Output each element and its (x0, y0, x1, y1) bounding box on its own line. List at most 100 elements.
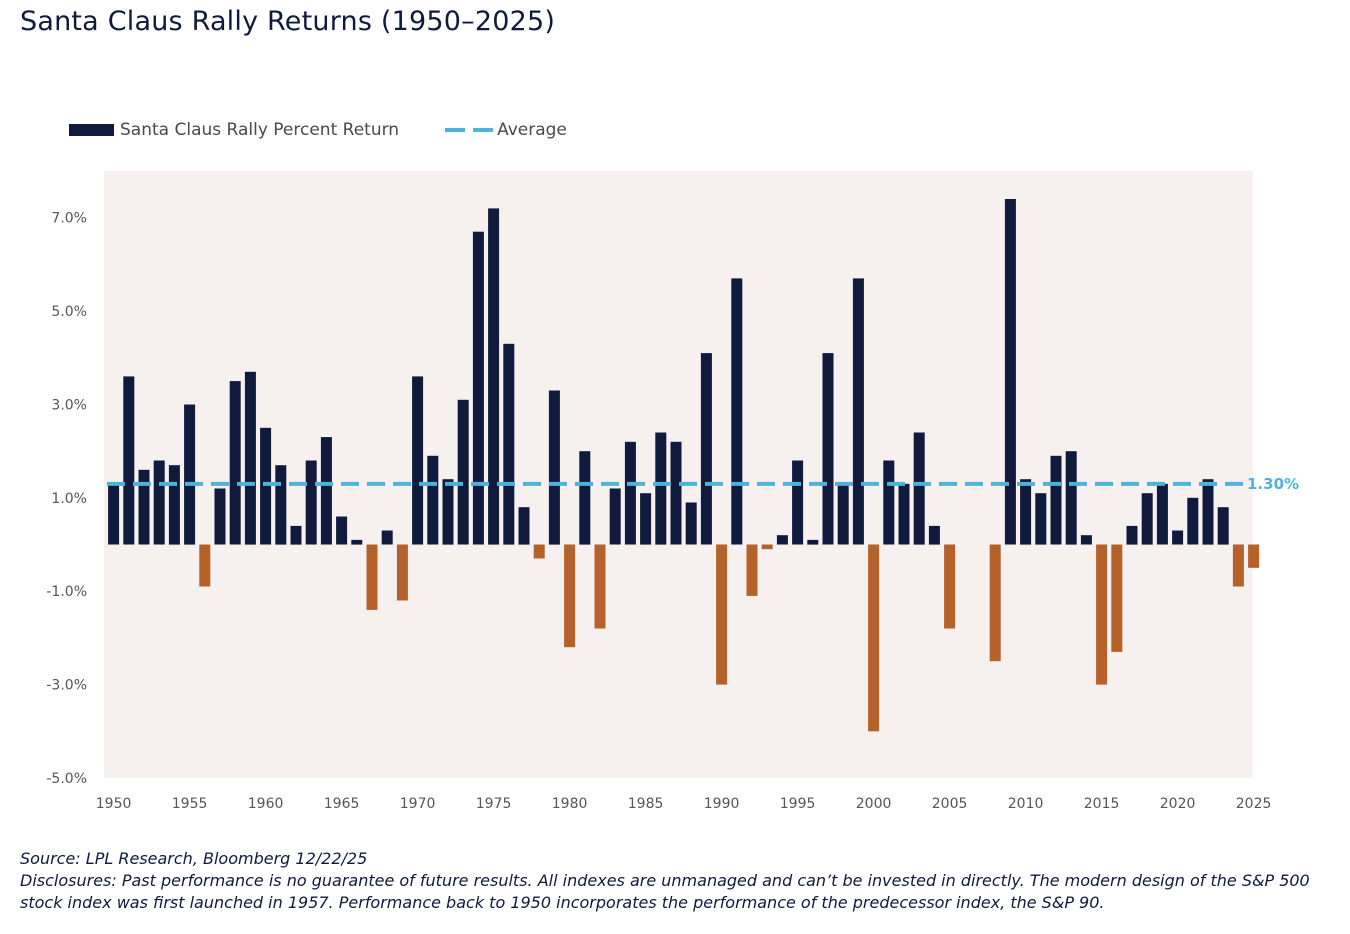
bar-1988 (685, 502, 697, 545)
bar-2016 (1111, 544, 1123, 652)
bar-1982 (594, 544, 606, 629)
bar-chart: -5.0% -3.0% -1.0% 1.0% 3.0% 5.0% 7.0% 1950 1955… (46, 171, 1299, 812)
chart-legend: Santa Claus Rally Percent Return Average (69, 120, 567, 140)
bar-1984 (624, 441, 636, 545)
x-tick-label: 1950 (96, 796, 132, 812)
x-tick-label: 2000 (856, 796, 892, 812)
bar-1986 (655, 432, 667, 545)
bar-2025 (1248, 544, 1260, 568)
bar-1997 (822, 353, 834, 545)
bar-2004 (928, 525, 940, 545)
chart-title: Santa Claus Rally Returns (1950–2025) (20, 6, 556, 37)
x-tick-label: 2025 (1236, 796, 1272, 812)
y-tick-label: 5.0% (51, 304, 87, 320)
bar-2015 (1096, 544, 1108, 685)
y-tick-label: 1.0% (51, 491, 87, 507)
bar-1979 (548, 390, 560, 545)
bar-1991 (731, 278, 743, 545)
y-tick-label: 3.0% (51, 397, 87, 413)
bar-1959 (244, 371, 256, 545)
x-tick-label: 1975 (476, 796, 512, 812)
bar-2013 (1065, 451, 1077, 545)
bar-1996 (807, 539, 819, 545)
source-note: Source: LPL Research, Bloomberg 12/22/25 (20, 849, 368, 868)
bar-2023 (1217, 507, 1229, 545)
bar-1965 (336, 516, 348, 545)
bar-1958 (229, 381, 241, 545)
bar-2012 (1050, 455, 1062, 545)
bar-1951 (123, 376, 135, 545)
bar-1974 (472, 231, 484, 545)
bar-2005 (944, 544, 956, 629)
legend-item-average: Average (399, 120, 567, 140)
x-tick-label: 1970 (400, 796, 436, 812)
x-tick-label: 2005 (932, 796, 968, 812)
bar-1966 (351, 539, 363, 545)
bar-1953 (153, 460, 165, 545)
x-tick-label: 1965 (324, 796, 360, 812)
bar-1998 (837, 483, 849, 545)
bar-1964 (320, 437, 332, 545)
bar-2001 (883, 460, 895, 545)
bar-1978 (533, 544, 545, 559)
bar-2018 (1141, 493, 1153, 545)
bar-1983 (609, 488, 621, 545)
bar-2009 (1004, 199, 1016, 545)
bar-1989 (700, 353, 712, 545)
bar-1954 (168, 465, 180, 545)
bar-1969 (396, 544, 408, 601)
bar-1987 (670, 441, 682, 545)
y-tick-label: -3.0% (46, 678, 87, 694)
y-tick-label: -1.0% (46, 584, 87, 600)
bar-1992 (746, 544, 758, 596)
x-tick-label: 2015 (1084, 796, 1120, 812)
bar-1975 (488, 208, 500, 545)
bar-2008 (989, 544, 1001, 662)
bar-1955 (184, 404, 196, 545)
x-tick-label: 1990 (704, 796, 740, 812)
bar-1990 (716, 544, 728, 685)
bar-2017 (1126, 525, 1138, 545)
x-axis: 1950 1955 1960 1965 1970 1975 1980 1985 1990 1995… (96, 796, 1272, 812)
bar-2002 (898, 483, 910, 545)
bar-1962 (290, 525, 302, 545)
bar-1973 (457, 399, 469, 545)
x-tick-label: 2010 (1008, 796, 1044, 812)
bar-1950 (108, 483, 120, 545)
y-tick-label: -5.0% (46, 771, 87, 787)
bar-1976 (503, 343, 515, 545)
bar-1960 (260, 427, 272, 545)
y-tick-label: 7.0% (51, 211, 87, 227)
x-tick-label: 1955 (172, 796, 208, 812)
legend-swatch-bar-icon (69, 124, 114, 136)
legend-label-average: Average (497, 120, 567, 140)
bar-1972 (442, 479, 454, 545)
legend-item-returns: Santa Claus Rally Percent Return (69, 120, 399, 140)
bar-1956 (199, 544, 211, 587)
bar-1994 (776, 535, 788, 545)
x-tick-label: 2020 (1160, 796, 1196, 812)
bar-1967 (366, 544, 378, 610)
average-line-group: 1.30% (107, 475, 1299, 493)
bar-2003 (913, 432, 925, 545)
x-tick-label: 1995 (780, 796, 816, 812)
bar-1985 (640, 493, 652, 545)
bar-1999 (852, 278, 864, 545)
x-tick-label: 1960 (248, 796, 284, 812)
bar-1971 (427, 455, 439, 545)
bar-1970 (412, 376, 424, 545)
bar-1995 (792, 460, 804, 545)
bar-2011 (1035, 493, 1047, 545)
bar-1957 (214, 488, 226, 545)
y-axis: -5.0% -3.0% -1.0% 1.0% 3.0% 5.0% 7.0% (46, 211, 87, 787)
bar-2014 (1080, 535, 1092, 545)
bar-1993 (761, 544, 773, 550)
legend-label-returns: Santa Claus Rally Percent Return (120, 120, 400, 140)
bar-2024 (1232, 544, 1244, 587)
bar-2022 (1202, 479, 1214, 545)
bar-2000 (868, 544, 880, 732)
bar-series (108, 199, 1260, 732)
bar-1977 (518, 507, 530, 545)
bar-2019 (1156, 483, 1168, 545)
disclosure-note: Disclosures: Past performance is no guar… (20, 871, 1310, 912)
